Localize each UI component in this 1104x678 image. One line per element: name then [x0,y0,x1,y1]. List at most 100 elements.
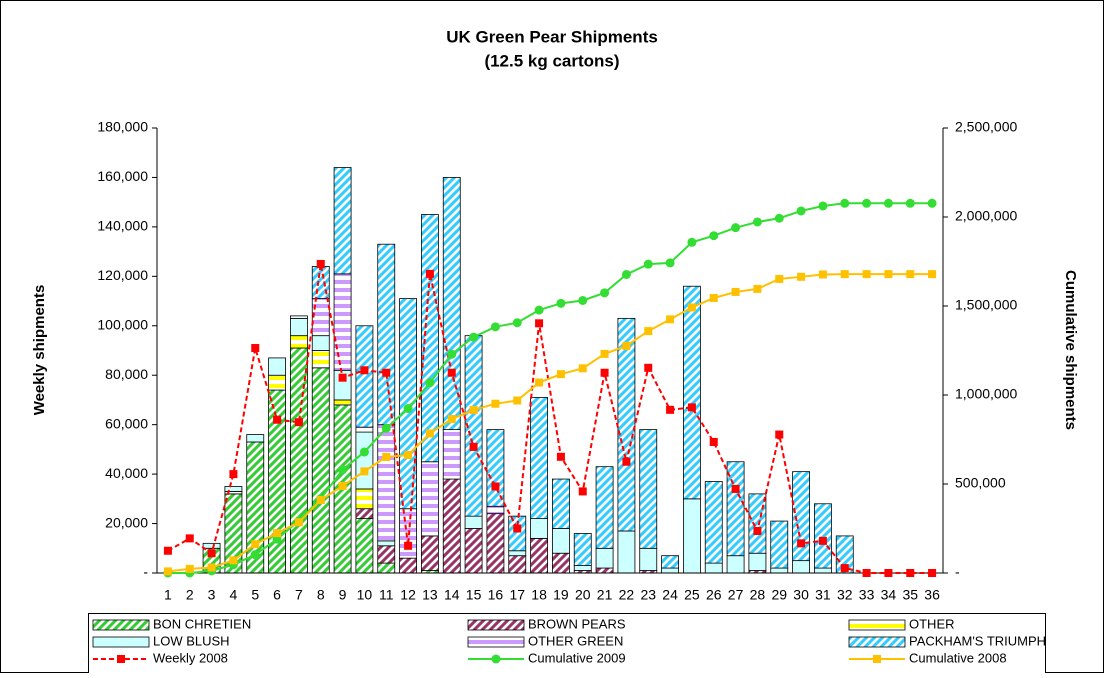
bar-segment [530,537,548,574]
x-tick-label: 21 [597,587,613,603]
legend-label: BON CHRETIEN [153,616,251,631]
y-tick-label: - [143,564,148,580]
line-marker [294,418,303,427]
x-tick-label: 3 [208,587,216,603]
bar-segment [683,285,701,500]
legend-label: Cumulative 2008 [909,650,1007,665]
x-tick-label: 29 [771,587,787,603]
line-marker [403,404,413,414]
legend-swatch [92,636,150,648]
bar-segment [311,350,330,369]
x-tick-label: 26 [706,587,722,603]
bar-segment [355,518,374,574]
y-tick-label: 180,000 [97,119,148,135]
line-marker [491,399,500,408]
line-marker [229,556,238,565]
y2-tick-label: - [955,564,960,580]
line-marker [338,481,347,490]
line-marker [360,366,369,375]
line-marker [382,368,391,377]
line-marker [251,540,260,549]
line-marker [873,655,881,663]
x-tick-label: 19 [553,587,569,603]
line-marker [469,332,479,342]
bar-segment [726,555,745,574]
line-marker [840,564,849,573]
bar-segment [202,542,221,549]
y-tick-label: 120,000 [97,267,148,283]
line-marker [600,288,610,298]
bar-segment [464,528,483,574]
bar-segment [268,374,286,391]
line-marker [862,569,871,577]
line-marker [491,654,501,664]
y-tick-label: 160,000 [97,168,148,184]
line-marker [622,457,631,466]
bar-segment [639,547,658,571]
line-marker [359,447,369,457]
x-tick-label: 1 [164,587,172,603]
x-tick-label: 35 [902,587,918,603]
line-marker [425,269,434,278]
line-marker [404,541,413,550]
bar-segment [770,567,789,574]
line-marker [185,534,194,543]
line-marker [927,198,937,208]
line-marker [382,452,391,461]
x-tick-label: 25 [684,587,700,603]
line-marker [229,470,238,479]
y-tick-label: 40,000 [105,465,148,481]
line-marker [491,482,500,491]
bar-segment [355,426,374,433]
line-marker [381,423,391,433]
line-marker [775,430,784,439]
x-tick-label: 16 [488,587,504,603]
x-tick-label: 22 [619,587,635,603]
line-marker [490,322,500,332]
bar-segment [442,429,461,480]
bar-segment [377,424,396,542]
bar-segment [333,399,352,406]
line-marker [447,349,457,359]
line-marker [556,452,565,461]
bar-segment [421,214,439,463]
bar-segment [311,298,330,337]
y-tick-label: 140,000 [97,218,148,234]
line-marker [338,465,348,475]
y-tick-label: 60,000 [105,415,148,431]
x-tick-label: 10 [357,587,373,603]
line-marker [447,368,456,377]
legend-swatch [848,619,906,631]
legend-swatch [92,619,150,631]
bar-segment [290,317,308,337]
line-marker [818,201,828,211]
line-marker [163,567,172,576]
bar-segment [355,508,374,520]
line-marker [862,198,872,208]
bar-segment [246,434,265,443]
bar-segment [508,550,527,557]
line-marker [360,467,369,476]
x-tick-label: 7 [295,587,303,603]
bar-segment [573,533,592,566]
line-marker [578,364,587,373]
x-tick-label: 17 [509,587,525,603]
bar-segment [792,560,810,574]
line-marker [906,569,915,577]
line-marker [556,370,565,379]
bar-segment [355,325,374,428]
legend-label: Weekly 2008 [153,650,228,665]
bar-segment [704,481,723,564]
bar-segment [486,513,505,574]
line-marker [578,487,587,496]
line-marker [273,529,282,538]
line-marker [840,198,850,208]
bar-segment [421,535,439,571]
line-marker [906,270,915,279]
y2-tick-label: 1,500,000 [955,297,1017,313]
line-marker [621,269,631,279]
line-marker [534,305,544,315]
x-tick-label: 5 [251,587,259,603]
x-tick-label: 15 [466,587,482,603]
line-marker [600,368,609,377]
